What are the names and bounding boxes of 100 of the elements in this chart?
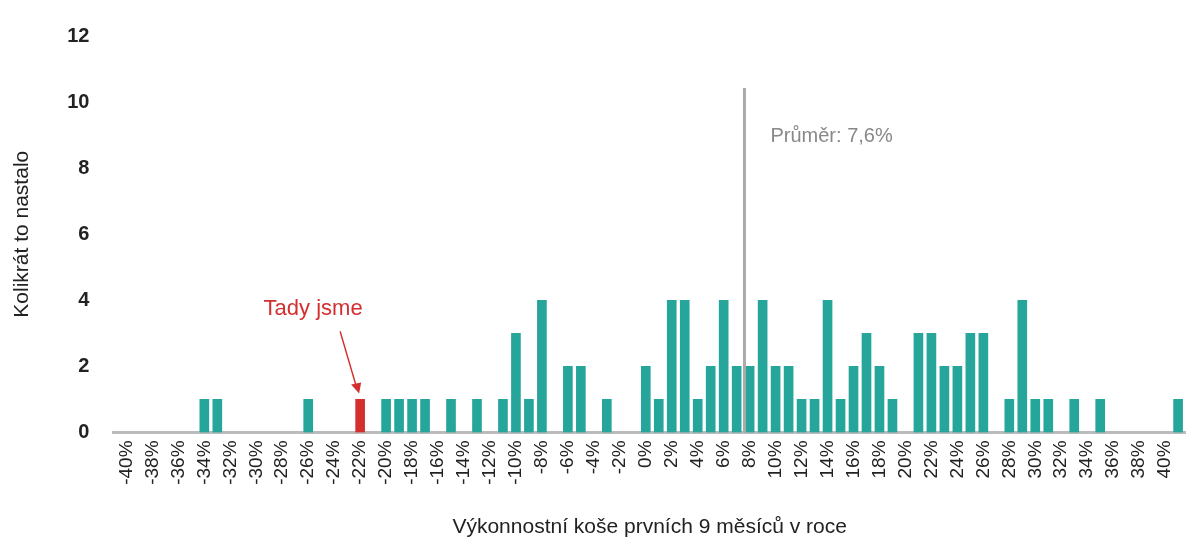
bar	[861, 333, 872, 433]
x-tick-label: 0%	[634, 440, 656, 468]
bar	[679, 299, 690, 433]
x-tick-label: -16%	[426, 440, 448, 485]
x-tick-label: 26%	[971, 440, 993, 479]
annotation: Tady jsme	[263, 295, 363, 321]
x-tick-label: -8%	[530, 440, 552, 475]
x-tick-label: 6%	[711, 440, 733, 468]
bar	[887, 399, 898, 433]
x-tick-label: 30%	[1023, 440, 1045, 479]
x-tick-label: -22%	[348, 440, 370, 485]
x-tick-label: 16%	[841, 440, 863, 479]
x-tick-label: -26%	[296, 440, 318, 485]
x-tick-label: -30%	[244, 440, 266, 485]
x-tick-label: 4%	[685, 440, 707, 468]
bar	[848, 366, 859, 433]
x-tick-label: 12%	[789, 440, 811, 479]
bar	[978, 333, 989, 433]
x-tick-label: -18%	[400, 440, 422, 485]
x-tick-label: 24%	[945, 440, 967, 479]
bar	[394, 399, 404, 433]
bar	[822, 299, 833, 433]
ref-line-label: Průměr: 7,6%	[770, 123, 893, 146]
bar	[1043, 399, 1054, 433]
bar	[692, 399, 703, 433]
x-tick-label: -38%	[140, 440, 162, 485]
bar	[381, 399, 391, 433]
x-tick-label: 8%	[737, 440, 759, 468]
bar	[770, 366, 781, 433]
x-tick-label: -28%	[270, 440, 292, 485]
bar	[602, 399, 612, 433]
bar	[563, 366, 573, 433]
bar	[498, 399, 508, 433]
x-tick-label: 18%	[867, 440, 889, 479]
x-tick-label: -14%	[452, 440, 474, 485]
bar	[1004, 399, 1015, 433]
y-tick-label: 2	[78, 353, 90, 376]
bar	[913, 333, 924, 433]
x-tick-label: -36%	[166, 440, 188, 485]
x-tick-label: -12%	[478, 440, 500, 485]
x-tick-label: 10%	[763, 440, 785, 479]
x-tick-label: -6%	[556, 440, 578, 475]
bar	[576, 366, 586, 433]
x-tick-label: -20%	[374, 440, 396, 485]
bar	[731, 366, 742, 433]
y-tick-label: 8	[78, 155, 90, 178]
x-tick-label: 2%	[659, 440, 681, 468]
x-axis-title: Výkonnostní koše prvních 9 měsíců v roce	[452, 514, 847, 538]
x-tick-label: 20%	[893, 440, 915, 479]
bar	[472, 399, 482, 433]
bar	[1030, 399, 1041, 433]
bar	[666, 299, 677, 433]
x-tick-label: -10%	[504, 440, 526, 485]
y-axis-title: Kolikrát to nastalo	[9, 150, 33, 318]
bar	[926, 333, 937, 433]
x-tick-label: 32%	[1049, 440, 1071, 479]
x-tick-label: 40%	[1153, 440, 1175, 479]
bar	[653, 399, 664, 433]
x-tick-label: 28%	[997, 440, 1019, 479]
bar	[809, 399, 820, 433]
bar	[446, 399, 456, 433]
x-tick-label: 34%	[1075, 440, 1097, 479]
bar	[1095, 399, 1106, 433]
bar	[407, 399, 417, 433]
bar	[1069, 399, 1080, 433]
x-tick-label: 22%	[919, 440, 941, 479]
y-tick-label: 12	[67, 23, 90, 46]
x-tick-label: -34%	[192, 440, 214, 485]
y-tick-label: 6	[78, 221, 90, 244]
bar	[537, 299, 547, 433]
bar	[952, 366, 963, 433]
bar	[524, 399, 534, 433]
bar	[355, 399, 365, 433]
bar	[1017, 299, 1028, 433]
x-tick-label: -24%	[322, 440, 344, 485]
x-tick-label: -40%	[114, 440, 136, 485]
x-tick-label: 38%	[1127, 440, 1149, 479]
bar	[199, 399, 210, 433]
bar	[783, 366, 794, 433]
x-tick-label: 36%	[1101, 440, 1123, 479]
bar	[874, 366, 885, 433]
bar	[796, 399, 807, 433]
bar	[705, 366, 716, 433]
y-tick-label: 4	[78, 287, 91, 310]
bar	[511, 333, 521, 433]
bar	[757, 299, 768, 433]
bar	[718, 299, 729, 433]
y-tick-label: 10	[67, 89, 90, 112]
bar	[212, 399, 223, 433]
bar	[835, 399, 846, 433]
bar	[1173, 399, 1183, 433]
bar	[965, 333, 976, 433]
y-tick-label: 0	[78, 419, 90, 442]
bar	[303, 399, 314, 433]
x-tick-label: -4%	[582, 440, 604, 475]
x-tick-label: 14%	[815, 440, 837, 479]
bar	[640, 366, 651, 433]
bar	[939, 366, 950, 433]
x-tick-label: -2%	[608, 440, 630, 475]
bar	[420, 399, 430, 433]
